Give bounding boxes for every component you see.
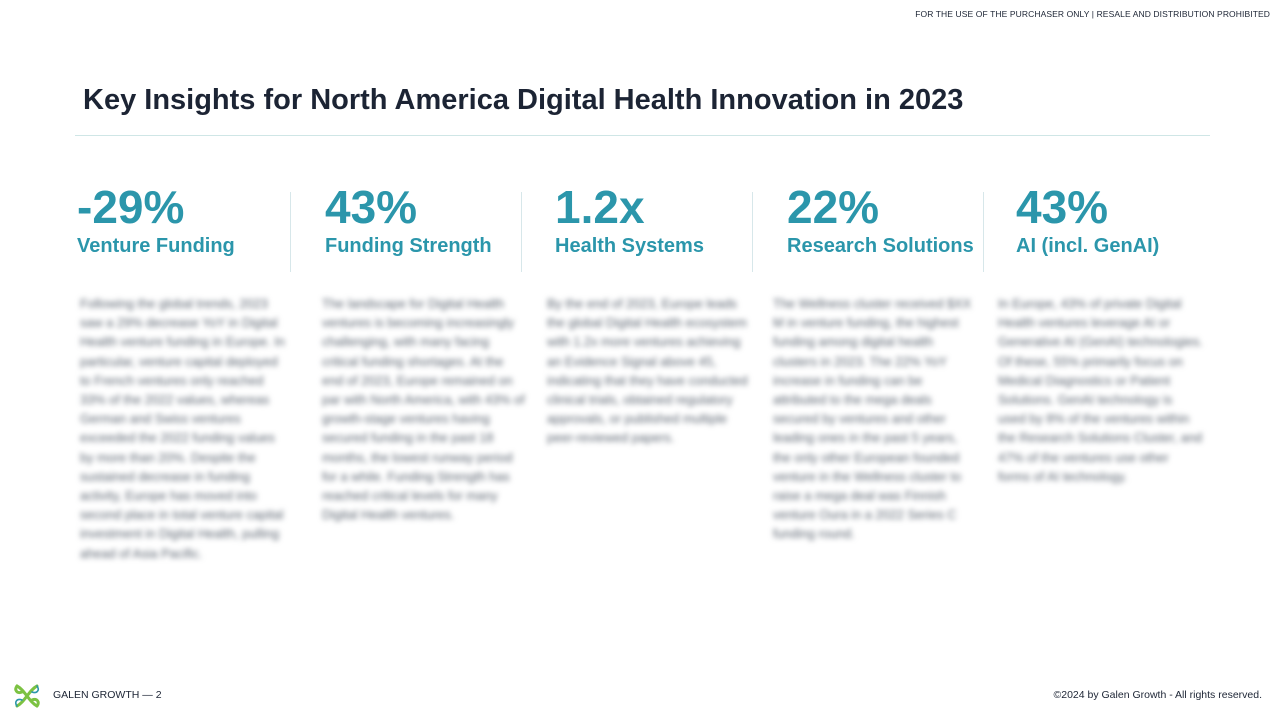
- insight-body: In Europe, 43% of private Digital Health…: [998, 296, 1203, 484]
- footer-copyright: ©2024 by Galen Growth - All rights reser…: [1053, 689, 1263, 701]
- insight-label: Research Solutions: [787, 235, 974, 257]
- insight-venture-funding: -29% Venture Funding: [77, 180, 235, 258]
- insight-health-systems: 1.2x Health Systems: [555, 180, 704, 258]
- title-divider: [75, 135, 1210, 136]
- insight-stat: 1.2x: [555, 181, 645, 233]
- column-divider: [983, 192, 984, 272]
- insight-body: The Wellness cluster received $XX M in v…: [773, 296, 972, 542]
- page-number: 2: [155, 689, 162, 701]
- insight-label: Funding Strength: [325, 235, 492, 257]
- insight-research-solutions: 22% Research Solutions: [787, 180, 974, 258]
- insight-label: AI (incl. GenAI): [1016, 235, 1160, 257]
- insight-funding-strength: 43% Funding Strength: [325, 180, 492, 258]
- usage-notice: FOR THE USE OF THE PURCHASER ONLY | RESA…: [915, 9, 1270, 19]
- footer-brand: GALEN GROWTH — 2: [53, 689, 162, 701]
- insight-body: Following the global trends, 2023 saw a …: [80, 296, 285, 561]
- insight-body: The landscape for Digital Health venture…: [322, 296, 525, 523]
- footer-brand-name: GALEN GROWTH: [53, 689, 140, 701]
- insight-stat: 43%: [325, 181, 418, 233]
- insight-stat: -29%: [77, 181, 185, 233]
- insight-stat: 22%: [787, 181, 880, 233]
- insight-stat: 43%: [1016, 181, 1109, 233]
- galen-growth-logo-icon: [14, 684, 40, 708]
- page-title: Key Insights for North America Digital H…: [83, 84, 964, 116]
- column-divider: [521, 192, 522, 272]
- insight-body: By the end of 2023, Europe leads the glo…: [547, 296, 748, 446]
- column-divider: [290, 192, 291, 272]
- insight-label: Health Systems: [555, 235, 704, 257]
- insight-ai: 43% AI (incl. GenAI): [1016, 180, 1159, 258]
- column-divider: [752, 192, 753, 272]
- insight-label: Venture Funding: [77, 235, 235, 257]
- footer-separator: —: [142, 689, 153, 701]
